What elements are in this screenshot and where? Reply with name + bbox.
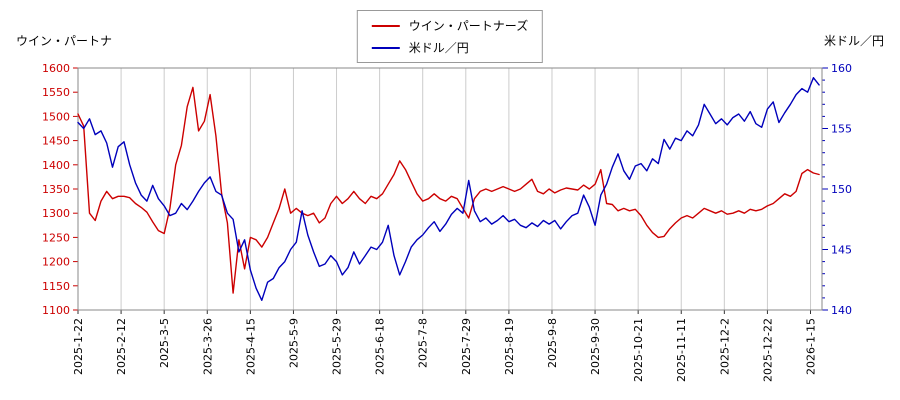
legend-item-win-partners: ウイン・パートナーズ — [371, 17, 529, 34]
x-tick-label: 2025-3-5 — [158, 318, 171, 368]
x-tick-label: 2025-10-21 — [632, 318, 645, 382]
right-tick-label: 150 — [831, 183, 852, 196]
legend: ウイン・パートナーズ 米ドル／円 — [356, 10, 544, 63]
left-axis-title: ウイン・パートナ — [16, 34, 113, 48]
x-tick-label: 2025-9-8 — [546, 318, 559, 368]
right-tick-label: 160 — [831, 62, 852, 75]
x-tick-label: 2026-1-15 — [805, 318, 818, 375]
left-tick-label: 1100 — [42, 304, 70, 317]
legend-item-usdjpy: 米ドル／円 — [371, 39, 528, 56]
legend-label-usdjpy: 米ドル／円 — [408, 41, 469, 55]
x-tick-label: 2025-5-29 — [331, 318, 344, 375]
x-tick-label: 2025-1-22 — [72, 318, 85, 375]
left-axis: 1600 1550 1500 1450 1400 1350 1300 1250 1200 1150… — [42, 62, 78, 317]
right-tick-label: 140 — [831, 304, 852, 317]
left-tick-label: 1300 — [42, 207, 70, 220]
x-tick-label: 2025-7-8 — [417, 318, 430, 368]
x-axis-labels: 2025-1-22 2025-2-12 2025-3-5 2025-3-26 2025-… — [72, 318, 818, 382]
x-tick-label: 2025-12-22 — [761, 318, 774, 382]
x-tick-label: 2025-3-26 — [201, 318, 214, 375]
left-tick-label: 1150 — [42, 280, 70, 293]
x-tick-label: 2025-4-15 — [244, 318, 257, 375]
left-tick-label: 1350 — [42, 183, 70, 196]
x-tick-label: 2025-12-2 — [718, 318, 731, 375]
left-tick-label: 1400 — [42, 159, 70, 172]
x-tick-label: 2025-5-9 — [287, 318, 300, 368]
left-tick-label: 1200 — [42, 256, 70, 269]
x-tick-label: 2025-7-29 — [460, 318, 473, 375]
x-tick-label: 2025-9-30 — [589, 318, 602, 375]
right-tick-label: 155 — [831, 123, 852, 136]
right-axis-title: 米ドル／円 — [823, 34, 884, 48]
gridlines — [77, 68, 812, 314]
x-tick-label: 2025-11-11 — [675, 318, 688, 382]
series-line-win-partners — [77, 86, 820, 294]
left-tick-label: 1550 — [42, 86, 70, 99]
series-line-usdjpy — [77, 76, 820, 301]
red-line-swatch — [371, 24, 400, 27]
x-tick-label: 2025-2-12 — [115, 318, 128, 375]
x-tick-label: 2025-8-19 — [503, 318, 516, 375]
right-axis: 160 155 150 145 140 — [822, 62, 852, 317]
right-tick-label: 145 — [831, 244, 852, 257]
left-tick-label: 1600 — [42, 62, 70, 75]
left-tick-label: 1450 — [42, 135, 70, 148]
left-tick-label: 1500 — [42, 110, 70, 123]
left-tick-label: 1250 — [42, 231, 70, 244]
plot-border — [77, 67, 823, 311]
x-tick-label: 2025-6-18 — [374, 318, 387, 375]
blue-line-swatch — [371, 46, 400, 49]
legend-label-win-partners: ウイン・パートナーズ — [408, 19, 529, 33]
